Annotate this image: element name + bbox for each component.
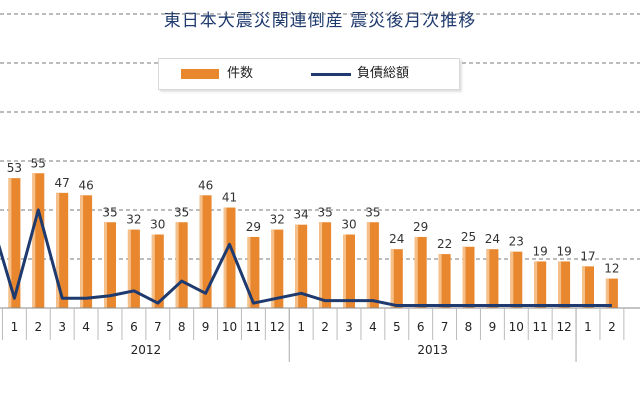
bar-highlight [56,192,60,308]
bar-highlight [8,178,12,308]
tick-label: 1 [11,320,19,334]
chart-legend: 件数 負債総額 [158,58,460,90]
legend-label-count: 件数 [227,66,254,81]
data-label: 30 [341,218,356,232]
data-label: 32 [270,213,285,227]
tick-label: 11 [533,320,548,334]
bar [127,229,140,308]
legend-swatch-count [181,69,219,79]
bar [56,192,69,308]
data-label: 47 [55,176,70,190]
tick-label: 2 [608,320,616,334]
data-label: 24 [389,232,404,246]
tick-label: 1 [297,320,305,334]
bar-highlight [414,236,418,308]
bar-highlight [247,236,251,308]
tick-label: 2 [321,320,329,334]
year-label: 2012 [131,343,162,357]
data-label: 34 [294,208,309,222]
bar-highlight [366,222,370,308]
data-label: 17 [580,249,595,263]
data-label: 46 [198,178,213,192]
tick-label: 2 [34,320,42,334]
tick-label: 1 [584,320,592,334]
tick-label: 10 [509,320,524,334]
data-label: 46 [78,178,93,192]
tick-label: 4 [82,320,90,334]
chart-title: 東日本大震災関連倒産 震災後月次推移 [163,11,477,31]
bar-highlight [605,278,609,308]
data-label: 29 [413,220,428,234]
bar-highlight [271,229,275,308]
bar-highlight [32,173,36,308]
data-label: 24 [485,232,500,246]
data-label: 19 [533,244,548,258]
data-label: 19 [556,244,571,258]
bar-highlight [104,222,107,308]
data-label: 23 [509,235,524,249]
tick-label: 12 [270,320,285,334]
tick-label: 6 [130,320,138,334]
data-label: 35 [365,205,380,219]
bar-highlight [319,222,323,308]
data-label: 12 [604,262,619,276]
tick-label: 8 [178,320,186,334]
data-label: 25 [461,230,476,244]
tick-label: 5 [393,320,401,334]
bar-highlight [438,254,442,308]
data-label: 29 [246,220,261,234]
bar-highlight [486,249,490,308]
data-label: 53 [7,161,22,175]
data-label: 22 [437,237,452,251]
tick-label: 3 [345,320,353,334]
bar-highlight [390,249,394,308]
year-label: 2013 [417,343,448,357]
bar-highlight [534,261,538,308]
bar-highlight [175,222,179,308]
bar-highlight [343,234,346,308]
bar-highlight [582,266,585,308]
data-label: 55 [31,156,46,170]
bar-highlight [558,261,562,308]
bar-highlight [510,251,514,308]
data-label: 41 [222,191,237,205]
bar-highlight [151,234,155,308]
tick-label: 3 [58,320,66,334]
tick-label: 8 [465,320,473,334]
tick-label: 9 [202,320,210,334]
tick-label: 4 [369,320,377,334]
data-label: 35 [102,205,117,219]
bar-highlight [462,246,466,308]
bar-highlight [223,207,227,308]
legend-label-debt: 負債総額 [357,66,410,81]
data-label: 30 [150,218,165,232]
tick-label: 9 [489,320,497,334]
tick-label: 10 [222,320,237,334]
data-label: 32 [126,213,141,227]
tick-label: 12 [556,320,571,334]
bar-highlight [199,195,203,308]
data-label: 35 [317,205,332,219]
tick-label: 7 [154,320,162,334]
tick-label: 7 [441,320,449,334]
bar-highlight [127,229,131,308]
data-label: 35 [174,205,189,219]
tick-label: 6 [417,320,425,334]
tick-label: 11 [246,320,261,334]
bar-highlight [295,224,299,308]
bar-highlight [80,195,84,308]
tick-label: 5 [106,320,114,334]
legend-swatch-debt [311,73,351,76]
series-line [0,208,612,308]
